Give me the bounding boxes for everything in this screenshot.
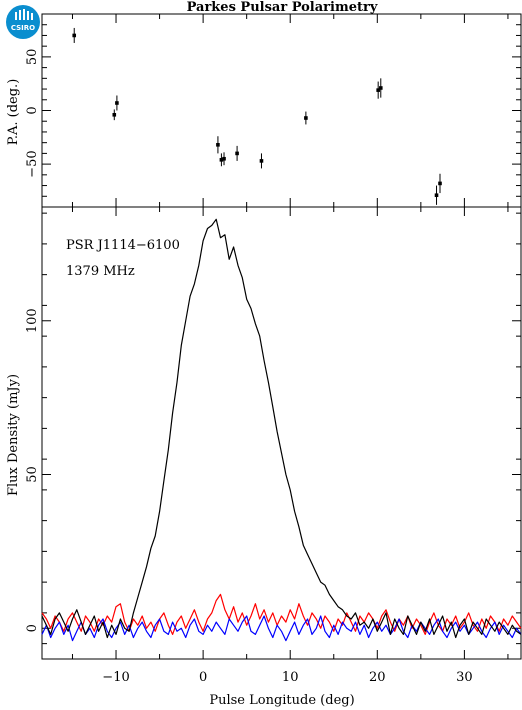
csiro-logo-text: CSIRO — [11, 24, 35, 32]
pulsar-name-annotation: PSR J1114−6100 — [66, 238, 180, 253]
x-axis-label: Pulse Longitude (deg) — [209, 693, 354, 708]
x-tick-label: 0 — [199, 670, 207, 685]
pa-point — [112, 112, 117, 117]
x-tick-label: 10 — [282, 670, 299, 685]
pa-y-tick-label: −50 — [25, 150, 40, 177]
pa-point — [115, 101, 119, 105]
flux-y-tick-label: 50 — [25, 466, 40, 483]
csiro-logo-bars-icon — [15, 9, 33, 20]
pa-point — [438, 181, 442, 186]
pa-point — [222, 156, 226, 161]
circular-series-line — [41, 615, 522, 642]
flux-y-tick-label: 0 — [25, 624, 40, 632]
pa-point — [304, 116, 308, 120]
pa-y-tick-label: 50 — [25, 49, 40, 66]
frequency-annotation: 1379 MHz — [66, 264, 135, 279]
flux-y-axis-label: Flux Density (mJy) — [6, 374, 21, 496]
flux-panel-frame — [41, 206, 522, 660]
pa-panel: −50 0 50 — [25, 13, 522, 208]
pa-y-axis-label: P.A. (deg.) — [6, 79, 21, 146]
pa-point — [219, 158, 224, 162]
pa-y-tick-label: 0 — [25, 106, 40, 114]
pa-point — [235, 151, 239, 156]
pa-point — [72, 33, 77, 38]
pa-point — [259, 159, 264, 163]
pa-point — [376, 88, 380, 92]
pa-point — [216, 143, 220, 147]
chart-title: Parkes Pulsar Polarimetry — [187, 0, 378, 15]
flux-panel: −10 0 10 20 30 0 50 100 — [25, 206, 522, 685]
pa-point — [378, 86, 383, 90]
linear-series-line — [41, 593, 522, 635]
x-tick-label: 20 — [369, 670, 386, 685]
x-tick-label: −10 — [102, 670, 129, 685]
csiro-logo: CSIRO — [6, 5, 40, 39]
flux-y-tick-label: 100 — [25, 308, 40, 333]
x-tick-label: 30 — [456, 670, 473, 685]
total-series-line — [41, 218, 522, 639]
pa-point — [434, 193, 439, 198]
